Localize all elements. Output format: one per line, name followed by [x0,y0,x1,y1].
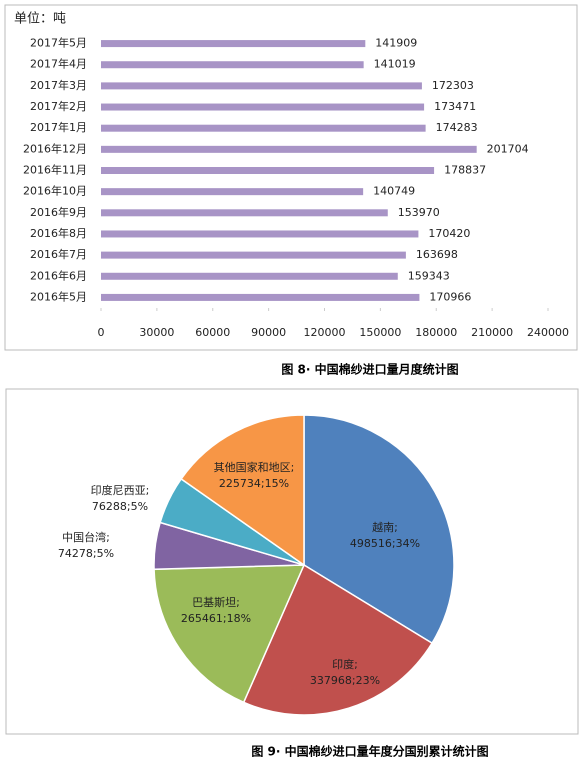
separator: ; [394,521,398,534]
percent-label: 18% [227,612,251,625]
y-tick-label: 2016年10月 [23,184,87,198]
value-label: 163698 [416,248,458,261]
pie-slice [303,414,455,645]
x-tick-label: 60000 [195,326,230,339]
bar [101,293,420,301]
separator: ; [236,596,240,609]
value-label: 141019 [374,58,416,71]
percent-label: 23% [356,674,380,687]
y-tick-label: 2016年5月 [30,289,87,303]
bar [101,188,364,196]
x-tick-label: 90000 [251,326,286,339]
slice-name: 印度尼西亚 [91,483,146,497]
value-label: 141909 [375,37,417,50]
separator: ; [261,477,265,490]
value-label: 76288 [92,500,127,513]
slice-name: 越南 [372,520,394,534]
slice-label: 其他国家和地区; [214,460,295,474]
y-tick-label: 2017年5月 [30,36,87,50]
pie-slice [242,563,434,716]
slice-label: 225734;15% [219,477,289,490]
value-label: 172303 [432,79,474,92]
slice-label: 337968;23% [310,674,380,687]
y-tick-label: 2017年2月 [30,99,87,113]
bar [101,124,426,132]
caption: 图 9· 中国棉纱进口量年度分国别累计统计图 [251,744,488,759]
x-tick-label: 120000 [304,326,346,339]
value-label: 498516 [350,537,392,550]
separator: ; [93,547,97,560]
separator: ; [223,612,227,625]
y-tick-label: 2017年3月 [30,78,87,92]
value-label: 159343 [408,269,450,282]
y-tick-label: 2016年7月 [30,247,87,261]
separator: ; [106,531,110,544]
slice-name: 其他国家和地区 [214,460,291,474]
slice-name: 巴基斯坦 [192,595,236,609]
separator: ; [392,537,396,550]
value-label: 225734 [219,477,261,490]
slice-label: 76288;5% [92,500,148,513]
bar [101,272,398,280]
value-label: 265461 [181,612,223,625]
unit-label: 单位：吨 [14,12,66,27]
value-label: 170966 [429,290,471,303]
bar [101,61,364,69]
slice-label: 中国台湾; [62,530,110,544]
percent-label: 34% [396,537,420,550]
percent-label: 15% [265,477,289,490]
y-tick-label: 2017年4月 [30,57,87,71]
value-label: 173471 [434,100,476,113]
x-tick-label: 0 [98,326,105,339]
slice-label: 印度尼西亚; [91,483,150,497]
bar [101,230,419,238]
slice-label: 265461;18% [181,612,251,625]
slice-label: 印度; [332,657,358,671]
caption: 图 8· 中国棉纱进口量月度统计图 [281,362,458,377]
slice-label: 巴基斯坦; [192,595,240,609]
x-tick-label: 240000 [527,326,569,339]
y-tick-label: 2017年1月 [30,120,87,134]
x-tick-label: 180000 [415,326,457,339]
bar [101,209,388,217]
separator: ; [146,484,150,497]
value-label: 170420 [428,227,470,240]
value-label: 178837 [444,164,486,177]
separator: ; [291,461,295,474]
value-label: 337968 [310,674,352,687]
y-tick-label: 2016年6月 [30,268,87,282]
slice-label: 越南; [372,520,398,534]
y-tick-label: 2016年12月 [23,141,87,155]
bar [101,40,366,48]
x-tick-label: 30000 [139,326,174,339]
bar [101,145,477,153]
bar [101,103,425,111]
y-tick-label: 2016年9月 [30,205,87,219]
x-tick-label: 210000 [471,326,513,339]
slice-label: 498516;34% [350,537,420,550]
value-label: 74278 [58,547,93,560]
value-label: 201704 [487,142,529,155]
slice-label: 74278;5% [58,547,114,560]
slice-name: 中国台湾 [62,530,106,544]
slice-name: 印度 [332,657,354,671]
separator: ; [354,658,358,671]
value-label: 174283 [436,121,478,134]
y-tick-label: 2016年11月 [23,163,87,177]
x-tick-label: 150000 [359,326,401,339]
pie-slice [153,564,306,704]
percent-label: 5% [131,500,148,513]
bar [101,251,406,259]
y-tick-label: 2016年8月 [30,226,87,240]
percent-label: 5% [97,547,114,560]
pie-slice [180,414,305,567]
value-label: 153970 [398,206,440,219]
separator: ; [352,674,356,687]
bar [101,167,435,174]
value-label: 140749 [373,185,415,198]
separator: ; [127,500,131,513]
bar [101,82,422,90]
